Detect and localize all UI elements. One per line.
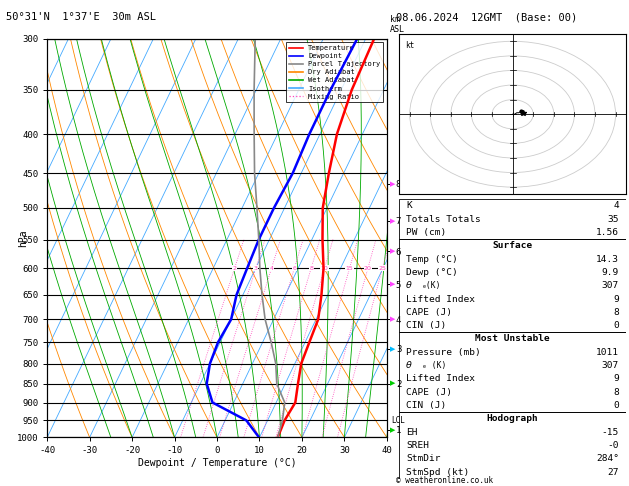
Text: 20: 20	[364, 266, 372, 271]
Text: Most Unstable: Most Unstable	[476, 334, 550, 344]
Text: ▶: ▶	[390, 248, 396, 254]
Text: ▶: ▶	[390, 381, 396, 386]
Text: 9.9: 9.9	[602, 268, 619, 277]
Text: 08.06.2024  12GMT  (Base: 00): 08.06.2024 12GMT (Base: 00)	[396, 12, 577, 22]
Text: km
ASL: km ASL	[390, 15, 405, 34]
Text: 4: 4	[613, 201, 619, 210]
Text: K: K	[406, 201, 412, 210]
Text: StmDir: StmDir	[406, 454, 441, 463]
Text: ▶: ▶	[390, 316, 396, 322]
Text: 2: 2	[233, 266, 237, 271]
Text: θ: θ	[406, 361, 412, 370]
Bar	[399, 239, 626, 332]
Text: 0: 0	[613, 321, 619, 330]
Text: kt: kt	[406, 41, 415, 51]
Text: 1011: 1011	[596, 348, 619, 357]
Text: ▶: ▶	[390, 346, 396, 352]
Text: 35: 35	[608, 215, 619, 224]
Text: 14.3: 14.3	[596, 255, 619, 263]
Text: EH: EH	[406, 428, 418, 436]
Text: 1.56: 1.56	[596, 228, 619, 237]
Bar	[399, 199, 626, 239]
X-axis label: Dewpoint / Temperature (°C): Dewpoint / Temperature (°C)	[138, 458, 296, 468]
Text: 15: 15	[346, 266, 353, 271]
Text: SREH: SREH	[406, 441, 429, 450]
Text: 307: 307	[602, 361, 619, 370]
Text: 25: 25	[379, 266, 386, 271]
Text: Lifted Index: Lifted Index	[406, 295, 475, 304]
Text: 0: 0	[613, 401, 619, 410]
Text: 9: 9	[613, 374, 619, 383]
Text: ₑ (K): ₑ (K)	[422, 361, 447, 370]
Text: CAPE (J): CAPE (J)	[406, 388, 452, 397]
Text: θ: θ	[406, 281, 412, 290]
Text: ▶: ▶	[390, 427, 396, 433]
Text: Hodograph: Hodograph	[487, 415, 538, 423]
Text: 27: 27	[608, 468, 619, 477]
Text: 284°: 284°	[596, 454, 619, 463]
Text: PW (cm): PW (cm)	[406, 228, 447, 237]
Text: CIN (J): CIN (J)	[406, 401, 447, 410]
Text: Lifted Index: Lifted Index	[406, 374, 475, 383]
Legend: Temperature, Dewpoint, Parcel Trajectory, Dry Adiabat, Wet Adiabat, Isotherm, Mi: Temperature, Dewpoint, Parcel Trajectory…	[286, 42, 383, 103]
Text: CIN (J): CIN (J)	[406, 321, 447, 330]
Text: 50°31'N  1°37'E  30m ASL: 50°31'N 1°37'E 30m ASL	[6, 12, 156, 22]
Text: hPa: hPa	[18, 229, 28, 247]
Text: Pressure (mb): Pressure (mb)	[406, 348, 481, 357]
Text: 8: 8	[309, 266, 313, 271]
Text: ▶: ▶	[390, 181, 396, 187]
Text: 8: 8	[613, 308, 619, 317]
Text: 6: 6	[292, 266, 296, 271]
Text: © weatheronline.co.uk: © weatheronline.co.uk	[396, 476, 493, 485]
Text: 9: 9	[613, 295, 619, 304]
Text: 307: 307	[602, 281, 619, 290]
Text: LCL: LCL	[391, 416, 405, 425]
Bar	[399, 412, 626, 479]
Text: 4: 4	[269, 266, 274, 271]
Text: Surface: Surface	[493, 242, 533, 250]
Text: CAPE (J): CAPE (J)	[406, 308, 452, 317]
Text: ▶: ▶	[390, 218, 396, 224]
Text: 8: 8	[613, 388, 619, 397]
Text: StmSpd (kt): StmSpd (kt)	[406, 468, 469, 477]
Text: Totals Totals: Totals Totals	[406, 215, 481, 224]
Text: -15: -15	[602, 428, 619, 436]
Text: 3: 3	[254, 266, 258, 271]
Text: ▶: ▶	[390, 281, 396, 287]
Text: Dewp (°C): Dewp (°C)	[406, 268, 458, 277]
Text: Temp (°C): Temp (°C)	[406, 255, 458, 263]
Text: ₑ(K): ₑ(K)	[422, 281, 442, 290]
Bar	[399, 332, 626, 412]
Text: 10: 10	[321, 266, 328, 271]
Text: -0: -0	[608, 441, 619, 450]
